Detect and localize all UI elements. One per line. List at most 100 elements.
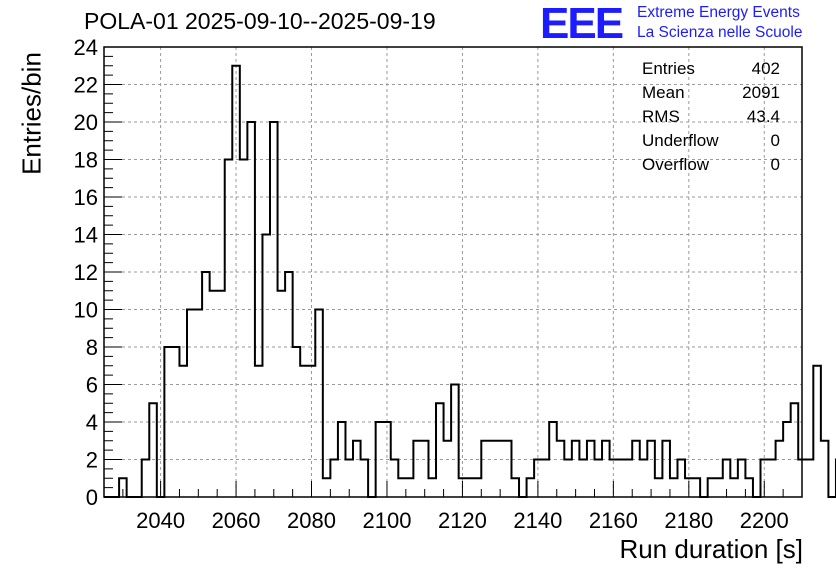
y-tick-label: 16 xyxy=(74,185,98,210)
histogram-bin xyxy=(436,403,444,497)
histogram-bin xyxy=(179,366,187,497)
x-tick-label: 2160 xyxy=(589,508,638,533)
histogram-bin xyxy=(300,366,308,497)
histogram-bin xyxy=(217,291,225,497)
histogram-bin xyxy=(542,460,550,498)
histogram-bin xyxy=(527,478,535,497)
stats-label: Entries xyxy=(642,59,695,78)
histogram-bin xyxy=(776,441,784,497)
histogram-bin xyxy=(738,460,746,498)
histogram-bin xyxy=(640,460,648,498)
stats-label: RMS xyxy=(642,107,680,126)
x-tick-label: 2080 xyxy=(287,508,336,533)
histogram-bin xyxy=(391,460,399,498)
y-tick-label: 10 xyxy=(74,298,98,323)
histogram-bin xyxy=(210,291,218,497)
histogram-bin xyxy=(821,441,829,497)
y-tick-label: 20 xyxy=(74,110,98,135)
x-tick-label: 2060 xyxy=(212,508,261,533)
y-tick-label: 2 xyxy=(86,448,98,473)
histogram-bin xyxy=(617,460,625,498)
histogram-line xyxy=(104,64,836,498)
stats-value: 402 xyxy=(751,59,780,78)
y-tick-label: 4 xyxy=(86,410,98,435)
histogram-bin xyxy=(353,441,361,497)
y-tick-label: 14 xyxy=(74,223,98,248)
histogram-bin xyxy=(398,478,406,497)
axis-ticks xyxy=(104,46,803,498)
stats-box: Entries 402 Mean 2091 RMS 43.4 Underflow… xyxy=(642,58,780,178)
histogram-bin xyxy=(278,291,286,497)
histogram-bin xyxy=(421,441,429,497)
histogram-bin xyxy=(466,478,474,497)
histogram-bin xyxy=(406,478,414,497)
histogram-bin xyxy=(602,441,610,497)
histogram-series xyxy=(104,64,836,498)
y-tick-label: 0 xyxy=(86,485,98,510)
grid-lines xyxy=(104,47,802,497)
histogram-bin xyxy=(594,460,602,498)
y-tick-label: 24 xyxy=(74,35,98,60)
y-tick-label: 22 xyxy=(74,73,98,98)
histogram-bin xyxy=(413,441,421,497)
stats-row-underflow: Underflow 0 xyxy=(642,130,780,154)
logo-line-1: Extreme Energy Events xyxy=(637,4,800,21)
histogram-bin xyxy=(315,310,323,498)
x-tick-label: 2200 xyxy=(740,508,789,533)
y-tick-label: 8 xyxy=(86,335,98,360)
histogram-bin xyxy=(142,460,150,498)
histogram-bin xyxy=(195,310,203,498)
histogram-bin xyxy=(625,460,633,498)
stats-value: 0 xyxy=(770,131,780,150)
eee-logo: EEE xyxy=(540,0,624,48)
tick-labels: 2040 2060 2080 2100 2120 2140 2160 2180 22000246… xyxy=(74,35,789,533)
histogram-bin xyxy=(768,460,776,498)
histogram-bin xyxy=(361,460,369,498)
stats-value: 43.4 xyxy=(746,107,780,126)
histogram-bin xyxy=(149,403,157,497)
chart-title: POLA-01 2025-09-10--2025-09-19 xyxy=(84,8,436,34)
stats-row-mean: Mean 2091 xyxy=(642,82,780,106)
histogram-bin xyxy=(187,310,195,498)
logo-line-2: La Scienza nelle Scuole xyxy=(637,24,803,41)
stats-label: Overflow xyxy=(642,155,710,174)
stats-value: 0 xyxy=(770,155,780,174)
histogram-bin xyxy=(730,478,738,497)
histogram-bin xyxy=(262,235,270,498)
y-tick-label: 18 xyxy=(74,148,98,173)
histogram-bin xyxy=(579,460,587,498)
histogram-bin xyxy=(745,478,753,497)
x-tick-label: 2100 xyxy=(362,508,411,533)
stats-row-entries: Entries 402 xyxy=(642,58,780,82)
histogram-bin xyxy=(444,441,452,497)
y-tick-label: 12 xyxy=(74,260,98,285)
histogram-bin xyxy=(791,403,799,497)
histogram-bin xyxy=(655,478,663,497)
histogram-bin xyxy=(677,460,685,498)
histogram-bin xyxy=(708,478,716,497)
histogram-bin xyxy=(715,478,723,497)
histogram-bin xyxy=(504,441,512,497)
histogram-bin xyxy=(428,478,436,497)
histogram-bin xyxy=(330,460,338,498)
histogram-bin xyxy=(572,441,580,497)
x-tick-label: 2140 xyxy=(513,508,562,533)
x-axis-label: Run duration [s] xyxy=(619,534,803,564)
stats-row-overflow: Overflow 0 xyxy=(642,154,780,178)
histogram-bin xyxy=(474,478,482,497)
histogram-bin xyxy=(557,441,565,497)
x-tick-label: 2120 xyxy=(438,508,487,533)
histogram-bin xyxy=(511,478,519,497)
histogram-bin xyxy=(481,441,489,497)
histogram-bin xyxy=(451,385,459,498)
stats-row-rms: RMS 43.4 xyxy=(642,106,780,130)
histogram-bin xyxy=(670,478,678,497)
x-tick-label: 2040 xyxy=(136,508,185,533)
x-tick-label: 2180 xyxy=(664,508,713,533)
histogram-bin xyxy=(255,366,263,497)
y-axis-label: Entries/bin xyxy=(16,52,47,175)
histogram-bin xyxy=(564,460,572,498)
histogram-bin xyxy=(806,460,814,498)
y-tick-label: 6 xyxy=(86,373,98,398)
